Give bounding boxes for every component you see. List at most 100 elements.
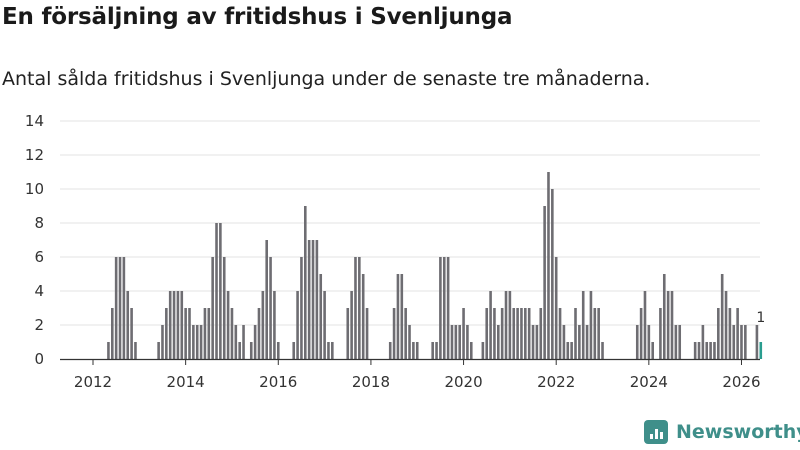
bar bbox=[331, 342, 334, 359]
bar bbox=[130, 308, 133, 359]
bar bbox=[226, 291, 230, 359]
bar bbox=[489, 291, 492, 359]
bar bbox=[172, 291, 176, 359]
bar bbox=[273, 291, 276, 359]
bar bbox=[311, 240, 315, 359]
bar bbox=[354, 257, 357, 359]
bar bbox=[207, 308, 211, 359]
bar bbox=[709, 342, 712, 359]
y-axis-ticks: 0 2 4 6 8 10 12 14 bbox=[25, 112, 44, 368]
bar bbox=[307, 240, 311, 359]
bar bbox=[717, 308, 720, 359]
bar bbox=[566, 342, 570, 359]
bar bbox=[346, 308, 350, 359]
bar bbox=[481, 342, 485, 359]
brand-name: Newsworthy bbox=[676, 421, 800, 443]
bar bbox=[520, 308, 523, 359]
bar bbox=[400, 274, 404, 359]
bar bbox=[581, 291, 585, 359]
bar bbox=[253, 325, 257, 359]
bar bbox=[111, 308, 114, 359]
bar bbox=[744, 325, 747, 359]
bar bbox=[365, 308, 369, 359]
bar bbox=[597, 308, 600, 359]
bar bbox=[269, 257, 272, 359]
y-tick-label: 12 bbox=[25, 146, 44, 164]
bar bbox=[740, 325, 743, 359]
bar bbox=[396, 274, 400, 359]
x-tick-label: 2020 bbox=[444, 373, 482, 391]
bar bbox=[562, 325, 566, 359]
bar bbox=[512, 308, 516, 359]
bar bbox=[589, 291, 593, 359]
bar bbox=[230, 308, 234, 359]
bar bbox=[578, 325, 581, 359]
bar bbox=[184, 308, 187, 359]
bar bbox=[442, 257, 446, 359]
x-tick-label: 2016 bbox=[259, 373, 297, 391]
y-tick-label: 6 bbox=[34, 248, 44, 266]
bar bbox=[315, 240, 319, 359]
bar bbox=[126, 291, 130, 359]
bar bbox=[601, 342, 604, 359]
bar bbox=[296, 291, 299, 359]
bar bbox=[446, 257, 450, 359]
bar bbox=[535, 325, 539, 359]
bar bbox=[516, 308, 519, 359]
x-tick-label: 2018 bbox=[352, 373, 390, 391]
bar bbox=[388, 342, 392, 359]
bar bbox=[168, 291, 172, 359]
bar bbox=[415, 342, 419, 359]
bar bbox=[485, 308, 489, 359]
bar bbox=[199, 325, 203, 359]
bar bbox=[547, 172, 550, 359]
bar bbox=[157, 342, 160, 359]
bar bbox=[651, 342, 654, 359]
bar bbox=[670, 291, 674, 359]
y-tick-label: 8 bbox=[34, 214, 44, 232]
newsworthy-logo-icon bbox=[644, 420, 668, 444]
annotation-label: 1 bbox=[756, 310, 765, 326]
bar bbox=[558, 308, 562, 359]
bar bbox=[327, 342, 330, 359]
bar bbox=[219, 223, 222, 359]
bar bbox=[192, 325, 195, 359]
bar bbox=[257, 308, 261, 359]
bar bbox=[635, 325, 639, 359]
bar bbox=[462, 308, 465, 359]
bar bbox=[122, 257, 126, 359]
bar bbox=[404, 308, 407, 359]
bar bbox=[195, 325, 199, 359]
bar bbox=[497, 325, 500, 359]
annotation: 1 bbox=[756, 310, 765, 326]
bar bbox=[728, 308, 732, 359]
x-tick-label: 2022 bbox=[537, 373, 575, 391]
bar bbox=[408, 325, 411, 359]
bar bbox=[392, 308, 396, 359]
x-tick-label: 2014 bbox=[167, 373, 205, 391]
bar bbox=[662, 274, 666, 359]
bar bbox=[500, 308, 504, 359]
bar bbox=[693, 342, 697, 359]
x-tick-label: 2012 bbox=[74, 373, 112, 391]
grid-lines bbox=[60, 120, 760, 326]
bar bbox=[593, 308, 597, 359]
bar bbox=[469, 342, 473, 359]
x-axis: 2012 2014 2016 2018 2020 2022 2024 2026 bbox=[60, 358, 761, 391]
bar bbox=[107, 342, 110, 359]
bar bbox=[466, 325, 469, 359]
bar bbox=[647, 325, 651, 359]
bar bbox=[732, 325, 736, 359]
bar bbox=[203, 308, 207, 359]
bar bbox=[222, 257, 226, 359]
bar bbox=[450, 325, 454, 359]
bar bbox=[493, 308, 496, 359]
bar bbox=[724, 291, 728, 359]
bar bbox=[701, 325, 705, 359]
bar bbox=[554, 257, 558, 359]
bar bbox=[188, 308, 191, 359]
bar bbox=[524, 308, 527, 359]
x-tick-label: 2026 bbox=[722, 373, 760, 391]
y-tick-label: 2 bbox=[34, 316, 44, 334]
bars bbox=[107, 172, 763, 359]
